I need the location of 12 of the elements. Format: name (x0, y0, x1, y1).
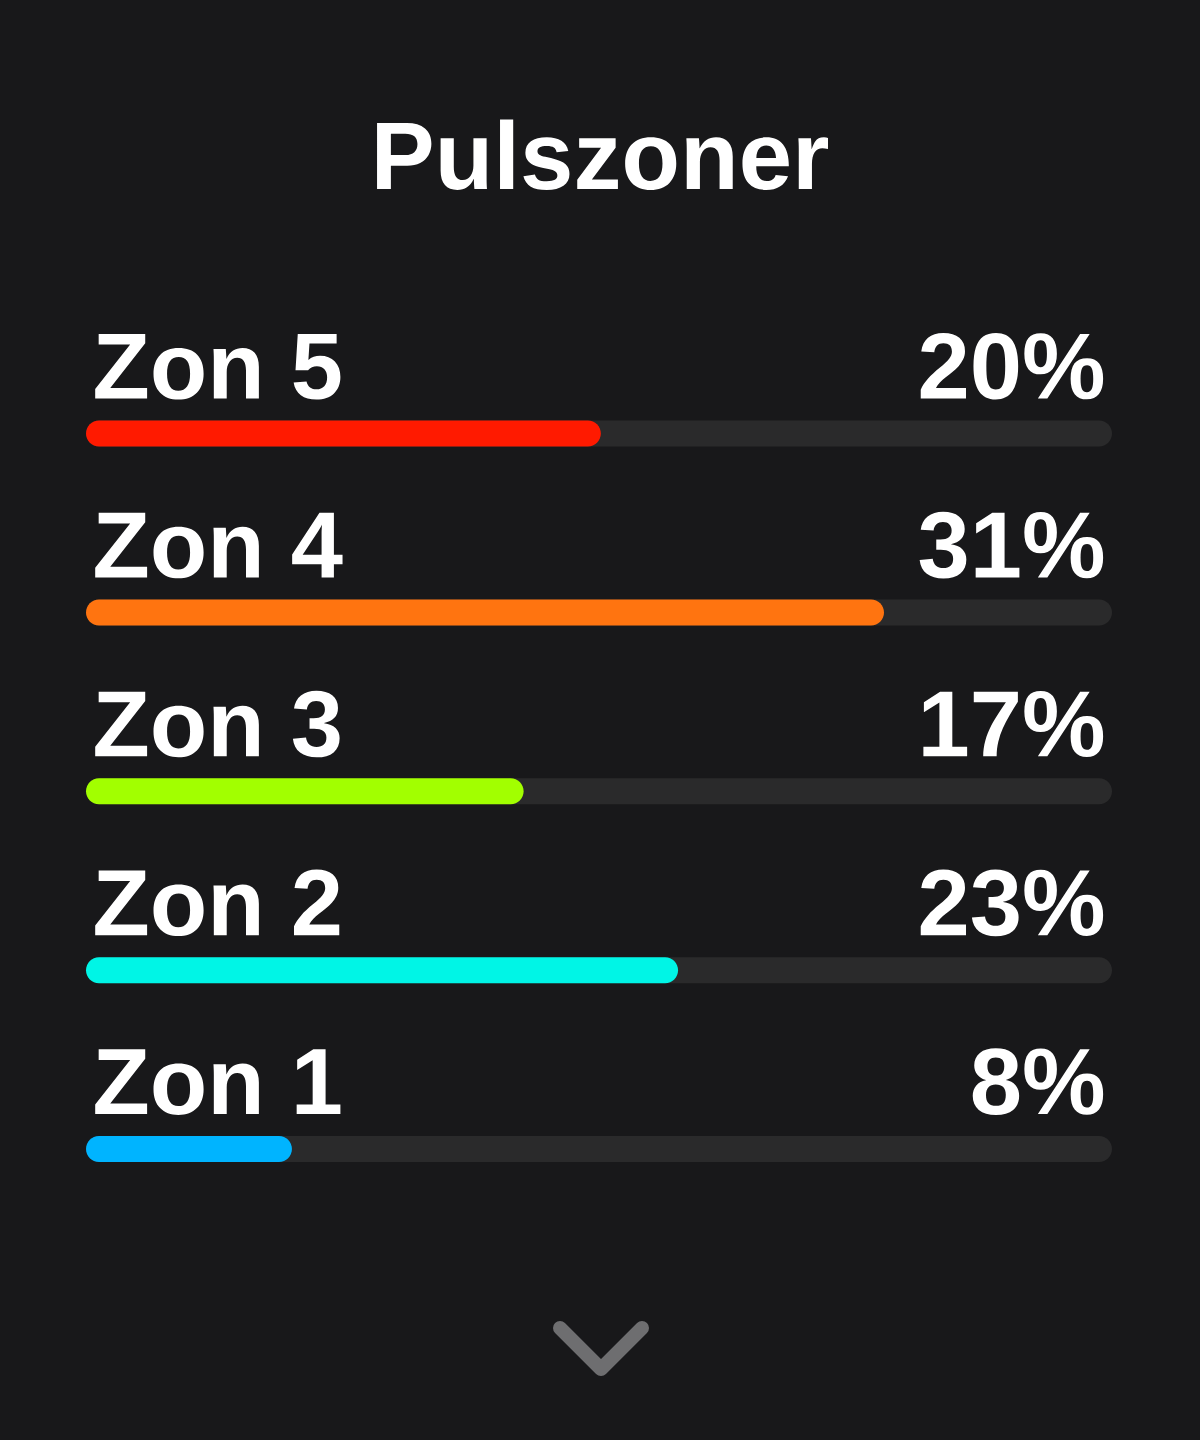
bar (86, 1136, 292, 1162)
chart-title: Pulszoner (377, 119, 828, 190)
data-label: 23% (920, 869, 1104, 937)
y-tick-label: Zon 4 (95, 512, 343, 579)
y-tick-label: Zon 2 (95, 869, 340, 937)
y-tick-label: Zon 3 (95, 690, 340, 758)
data-label: 20% (920, 332, 1104, 400)
data-label: 17% (923, 690, 1104, 758)
y-tick-label: Zon 1 (95, 1049, 341, 1115)
y-tick-label: Zon 5 (95, 333, 341, 400)
data-label: 8% (972, 1048, 1104, 1115)
data-label: 31% (919, 511, 1104, 579)
